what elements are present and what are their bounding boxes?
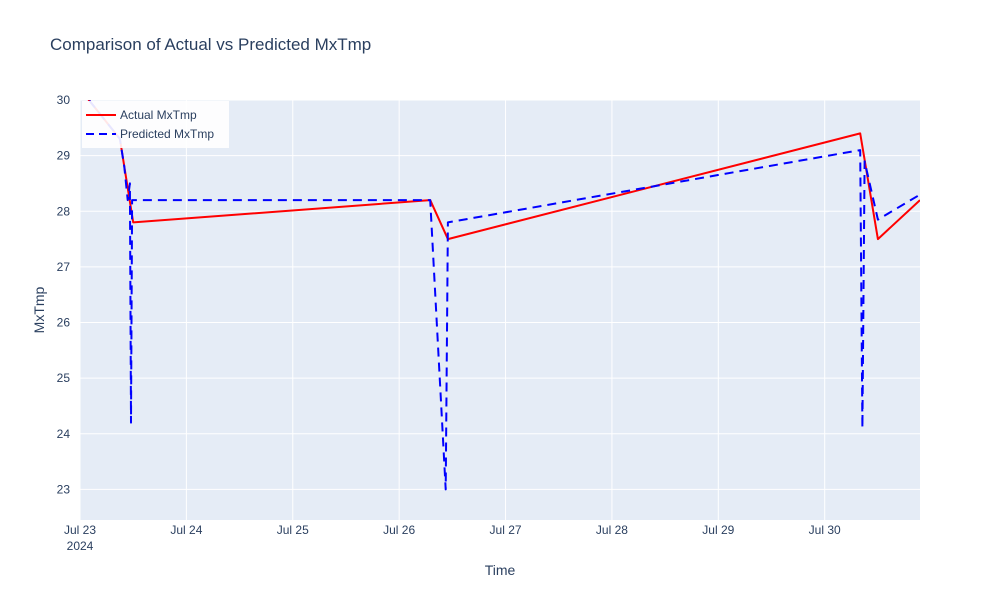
y-tick-label: 29 — [57, 149, 71, 163]
legend-background — [82, 101, 229, 148]
x-tick-label: Jul 23 — [64, 523, 96, 537]
y-axis-title: MxTmp — [31, 286, 47, 333]
x-gridlines — [79, 100, 826, 520]
x-tick-label: Jul 26 — [383, 523, 415, 537]
x-tick-sublabel: 2024 — [67, 539, 94, 553]
y-tick-label: 26 — [57, 316, 71, 330]
y-tick-label: 30 — [57, 93, 71, 107]
y-tick-label: 24 — [57, 427, 71, 441]
x-axis-title: Time — [485, 562, 516, 578]
x-tick-label: Jul 25 — [277, 523, 309, 537]
x-tick-labels: Jul 23 2024 Jul 24 Jul 25 Jul 26 Jul 27 Jul 28… — [64, 523, 841, 553]
series-layer — [80, 89, 920, 491]
y-tick-label: 25 — [57, 371, 71, 385]
x-tick-label: Jul 28 — [596, 523, 628, 537]
x-tick-label: Jul 30 — [809, 523, 841, 537]
plot-area — [80, 100, 920, 520]
series-line-predicted[interactable] — [80, 89, 920, 491]
x-tick-label: Jul 27 — [490, 523, 522, 537]
x-tick-label: Jul 29 — [702, 523, 734, 537]
legend-item-label[interactable]: Actual MxTmp — [120, 108, 197, 122]
legend[interactable]: Actual MxTmp Predicted MxTmp — [82, 101, 229, 148]
legend-item-label[interactable]: Predicted MxTmp — [120, 127, 214, 141]
chart-title: Comparison of Actual vs Predicted MxTmp — [50, 35, 371, 54]
y-tick-label: 23 — [57, 482, 71, 496]
y-tick-labels: 23 24 25 26 27 28 29 30 — [57, 93, 71, 496]
y-gridlines — [80, 99, 920, 490]
x-tick-label: Jul 24 — [170, 523, 202, 537]
y-tick-label: 27 — [57, 260, 71, 274]
y-tick-label: 28 — [57, 204, 71, 218]
